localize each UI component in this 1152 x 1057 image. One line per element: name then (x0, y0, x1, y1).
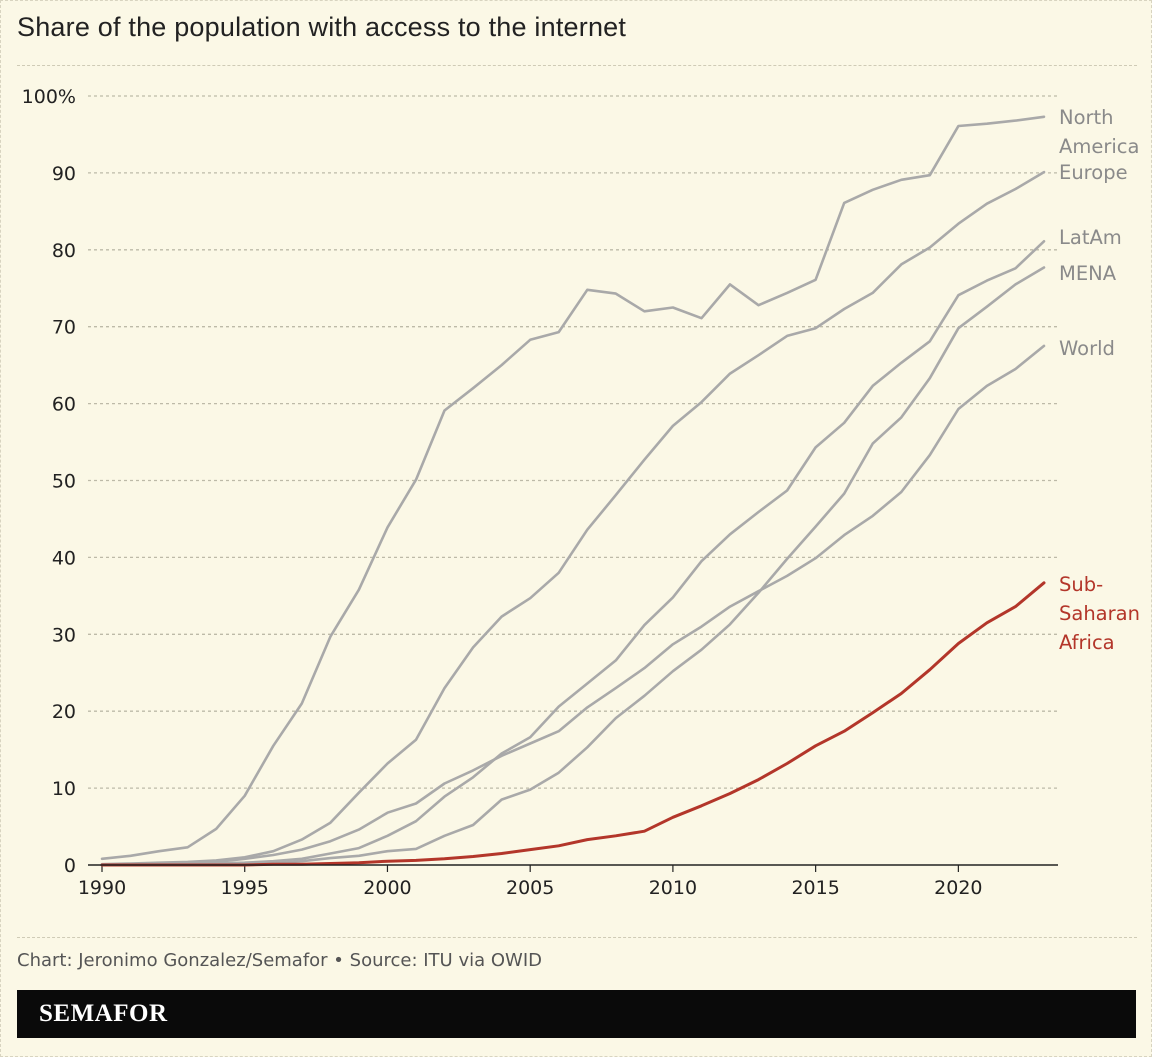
series-label-europe: Europe (1059, 161, 1128, 184)
x-tick-label-2005: 2005 (506, 877, 554, 899)
series-label-line: MENA (1059, 262, 1117, 285)
y-tick-label-80: 80 (52, 240, 76, 262)
y-tick-label-70: 70 (52, 317, 76, 339)
series-label-line: Europe (1059, 161, 1128, 184)
chart-credit: Chart: Jeronimo Gonzalez/Semafor • Sourc… (17, 950, 542, 971)
y-tick-label-30: 30 (52, 624, 76, 646)
series-label-latam: LatAm (1059, 226, 1122, 249)
x-tick-label-1995: 1995 (221, 877, 269, 899)
brand-bar: SEMAFOR (17, 990, 1136, 1038)
y-tick-label-0: 0 (64, 855, 76, 877)
series-label-sub-saharan-africa: Sub- Saharan Africa (1059, 573, 1140, 654)
line-chart: 0 10 20 30 40 50 60 70 80 90 100% 1990 1995 2000 2005 2… (22, 86, 1140, 899)
y-tick-label-50: 50 (52, 471, 76, 493)
series-line-europe (100, 170, 1046, 866)
x-tick-label-1990: 1990 (78, 877, 126, 899)
y-tick-label-100: 100% (22, 86, 76, 108)
brand-logo: SEMAFOR (39, 1000, 168, 1027)
chart-title: Share of the population with access to t… (17, 12, 627, 42)
series-label-line: North (1059, 106, 1114, 129)
x-tick-label-2000: 2000 (363, 877, 411, 899)
x-tick-label-2010: 2010 (649, 877, 697, 899)
series-label-line: LatAm (1059, 226, 1122, 249)
y-tick-label-10: 10 (52, 778, 76, 800)
series-label-line: Saharan (1059, 602, 1140, 625)
series-label-world: World (1059, 337, 1115, 360)
y-tick-label-90: 90 (52, 163, 76, 185)
series-line-latam (100, 240, 1046, 867)
series-label-line: America (1059, 135, 1139, 158)
series-line-north-america (100, 115, 1046, 861)
top-divider (17, 65, 1137, 66)
x-tick-label-2015: 2015 (791, 877, 839, 899)
y-tick-label-20: 20 (52, 701, 76, 723)
series-label-north-america: North America (1059, 106, 1139, 158)
series-line-mena (100, 266, 1046, 867)
x-tick-label-2020: 2020 (934, 877, 982, 899)
series-line-world (100, 344, 1046, 867)
series-label-line: Africa (1059, 631, 1115, 654)
series-label-mena: MENA (1059, 262, 1117, 285)
series-label-line: World (1059, 337, 1115, 360)
series-label-line: Sub- (1059, 573, 1103, 596)
y-tick-label-40: 40 (52, 547, 76, 569)
bottom-divider (17, 937, 1137, 938)
y-tick-label-60: 60 (52, 394, 76, 416)
series-line-sub-saharan-africa (100, 581, 1046, 867)
